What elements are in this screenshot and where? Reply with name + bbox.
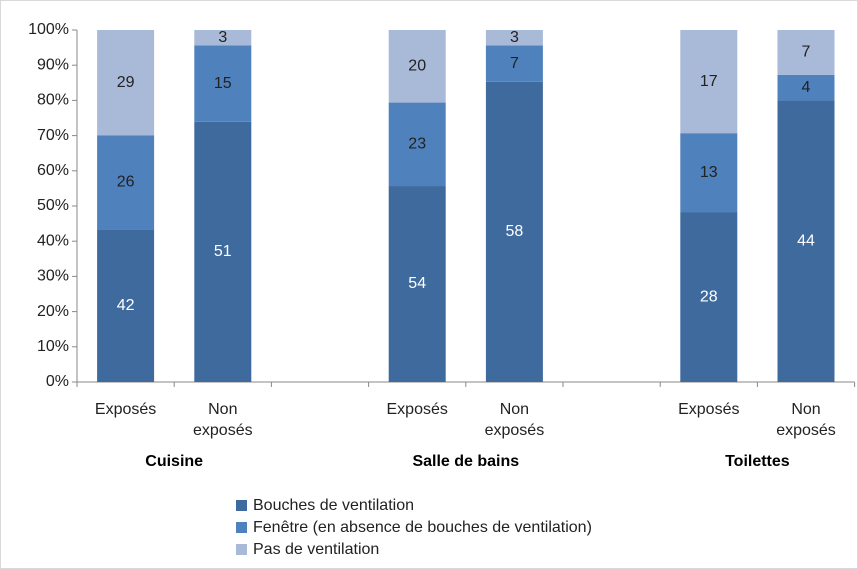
data-label: 44 (797, 232, 815, 249)
data-label: 17 (700, 73, 718, 90)
data-label: 51 (214, 243, 232, 260)
bar-segment (388, 30, 446, 103)
x-tick-label: Non exposés (193, 401, 253, 439)
data-label: 26 (117, 174, 135, 191)
data-label: 23 (408, 136, 426, 153)
y-tick-label: 40% (37, 232, 69, 249)
y-tick-label: 50% (37, 197, 69, 214)
data-label: 29 (117, 74, 135, 91)
x-tick-label: Non exposés (776, 401, 836, 439)
group-label: Salle de bains (412, 453, 520, 470)
data-label: 3 (510, 29, 519, 46)
data-label: 42 (117, 297, 135, 314)
legend-label: Fenêtre (en absence de bouches de ventil… (253, 519, 592, 536)
data-label: 15 (214, 75, 232, 92)
y-tick-label: 90% (37, 56, 69, 73)
bar-segment (97, 229, 155, 382)
data-label: 7 (510, 55, 519, 72)
y-tick-label: 10% (37, 338, 69, 355)
bar-segment (194, 30, 252, 46)
bar-segment (485, 45, 543, 82)
y-tick-label: 70% (37, 127, 69, 144)
bar-segment (485, 81, 543, 382)
x-tick-label: Exposés (94, 401, 157, 418)
data-label: 13 (700, 164, 718, 181)
legend-swatch (236, 522, 247, 533)
y-tick-label: 20% (37, 303, 69, 320)
bar-segment (97, 135, 155, 230)
bar-segment (485, 30, 543, 46)
bar-segment (194, 45, 252, 122)
bar-segment (680, 212, 738, 382)
group-label: Toilettes (725, 453, 790, 470)
legend-label: Bouches de ventilation (253, 497, 414, 514)
y-tick-label: 0% (46, 373, 69, 390)
data-label: 20 (408, 58, 426, 75)
data-label: 28 (700, 288, 718, 305)
group-label: Cuisine (145, 453, 204, 470)
y-tick-label: 30% (37, 268, 69, 285)
x-tick-label: Exposés (678, 401, 740, 418)
bar-segment (777, 100, 835, 383)
legend-swatch (236, 544, 247, 555)
bar-segment (680, 133, 738, 213)
bar-segment (777, 30, 835, 75)
x-tick-label: Exposés (386, 401, 448, 418)
x-tick-label: Non exposés (484, 401, 545, 439)
y-tick-label: 100% (28, 21, 69, 38)
y-tick-label: 60% (37, 162, 69, 179)
data-label: 7 (802, 44, 811, 61)
data-label: 58 (506, 223, 524, 240)
legend-swatch (236, 500, 247, 511)
bar-segment (194, 121, 252, 383)
y-tick-label: 80% (37, 92, 69, 109)
bar-segment (388, 186, 446, 382)
bar-segment (388, 102, 446, 187)
data-label: 3 (218, 29, 227, 46)
legend-label: Pas de ventilation (253, 541, 379, 558)
data-label: 54 (408, 275, 426, 292)
bar-segment (97, 30, 155, 136)
bar-segment (777, 74, 835, 101)
data-label: 4 (802, 79, 811, 96)
bar-segment (680, 30, 738, 134)
